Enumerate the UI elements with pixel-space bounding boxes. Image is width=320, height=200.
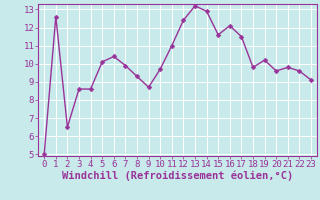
X-axis label: Windchill (Refroidissement éolien,°C): Windchill (Refroidissement éolien,°C) [62,171,293,181]
